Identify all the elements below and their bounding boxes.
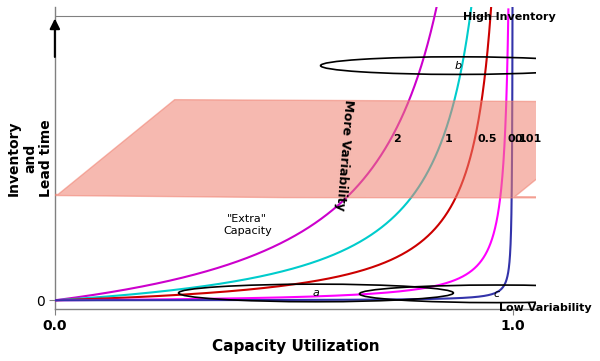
Text: b: b [454, 61, 461, 71]
Text: Low Variability: Low Variability [499, 303, 592, 313]
Text: a: a [313, 288, 319, 298]
X-axis label: Capacity Utilization: Capacity Utilization [212, 339, 379, 354]
Text: 2: 2 [393, 134, 401, 144]
Text: 0.01: 0.01 [514, 134, 542, 144]
Text: More Variability: More Variability [333, 99, 355, 210]
Text: c: c [494, 289, 500, 299]
Text: 0.1: 0.1 [507, 134, 527, 144]
Y-axis label: Inventory
and
Lead time: Inventory and Lead time [7, 119, 53, 197]
Text: 0.5: 0.5 [477, 134, 497, 144]
Text: High Inventory: High Inventory [463, 12, 556, 22]
Text: "Extra"
Capacity: "Extra" Capacity [223, 214, 272, 236]
FancyArrow shape [0, 100, 600, 198]
Text: 1: 1 [445, 134, 452, 144]
